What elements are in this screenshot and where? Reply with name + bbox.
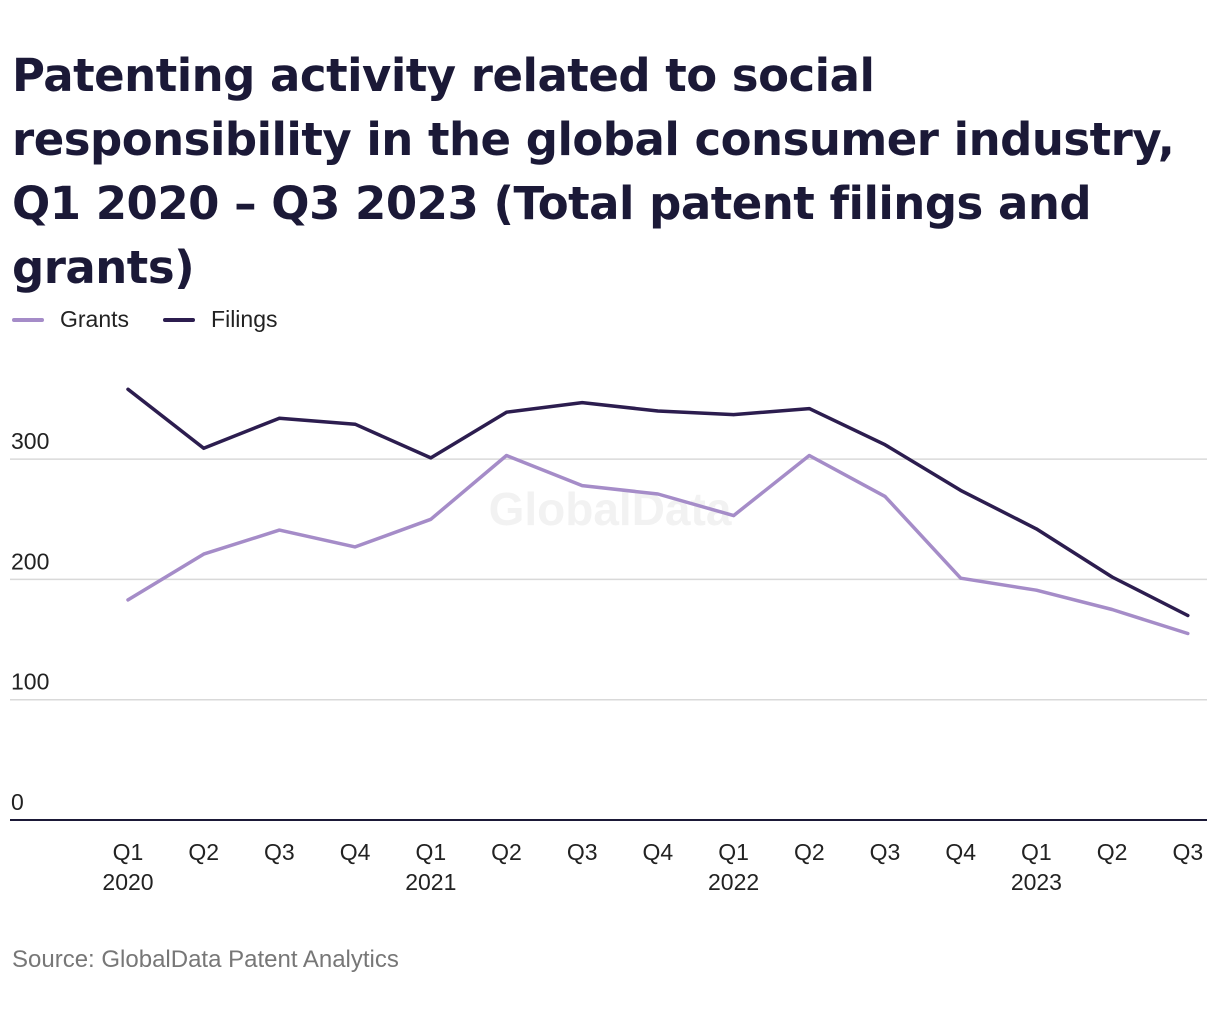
- x-tick-year-4: 2021: [405, 869, 456, 895]
- x-tick-label-11: Q4: [945, 839, 976, 865]
- chart-title: Patenting activity related to social res…: [12, 49, 1175, 294]
- x-tick-label-1: Q2: [188, 839, 219, 865]
- data-point-filings-4: [429, 456, 433, 460]
- x-tick-year-8: 2022: [708, 869, 759, 895]
- x-tick-label-13: Q2: [1097, 839, 1128, 865]
- data-point-grants-11: [959, 576, 963, 580]
- x-tick-label-8: Q1: [718, 839, 749, 865]
- watermark: GlobalData: [489, 483, 732, 535]
- data-point-grants-7: [656, 492, 660, 496]
- x-tick-year-12: 2023: [1011, 869, 1062, 895]
- x-tick-label-14: Q3: [1172, 839, 1203, 865]
- data-point-grants-12: [1034, 588, 1038, 592]
- legend-swatch-filings: [163, 317, 196, 322]
- data-point-grants-1: [202, 552, 206, 556]
- x-tick-label-4: Q1: [415, 839, 446, 865]
- y-tick-label-0: 0: [11, 789, 24, 815]
- data-point-filings-12: [1034, 527, 1038, 531]
- data-point-grants-10: [883, 494, 887, 498]
- data-point-filings-14: [1186, 614, 1190, 617]
- data-point-filings-10: [883, 443, 887, 447]
- y-tick-label-300: 300: [11, 428, 49, 454]
- legend-label-grants: Grants: [60, 306, 130, 332]
- data-point-filings-3: [353, 422, 357, 426]
- legend-item-filings: Filings: [163, 306, 278, 333]
- data-point-filings-0: [126, 387, 130, 391]
- y-tick-label-200: 200: [11, 548, 49, 574]
- data-point-grants-6: [580, 484, 584, 488]
- legend: Grants Filings: [12, 306, 312, 333]
- x-tick-label-9: Q2: [794, 839, 825, 865]
- x-tick-label-7: Q4: [643, 839, 674, 865]
- legend-item-grants: Grants: [12, 306, 129, 333]
- data-point-grants-9: [807, 454, 811, 457]
- x-tick-label-2: Q3: [264, 839, 295, 865]
- data-point-filings-9: [807, 407, 811, 411]
- y-tick-label-100: 100: [11, 669, 49, 695]
- x-tick-label-3: Q4: [340, 839, 371, 865]
- data-point-grants-14: [1186, 632, 1190, 635]
- data-point-filings-8: [732, 413, 736, 417]
- data-point-grants-4: [429, 517, 433, 521]
- data-point-filings-5: [505, 410, 508, 414]
- data-point-filings-7: [656, 409, 660, 413]
- legend-label-filings: Filings: [211, 306, 278, 332]
- legend-swatch-grants: [12, 317, 44, 322]
- data-point-grants-3: [353, 545, 357, 549]
- data-point-filings-11: [959, 488, 963, 492]
- data-point-filings-1: [202, 446, 206, 450]
- data-point-grants-0: [126, 598, 130, 602]
- data-point-grants-2: [277, 528, 281, 532]
- data-point-grants-13: [1110, 608, 1114, 611]
- x-tick-label-5: Q2: [491, 839, 522, 865]
- x-tick-label-6: Q3: [567, 839, 598, 865]
- x-tick-label-0: Q1: [113, 839, 144, 865]
- x-tick-year-0: 2020: [102, 869, 153, 895]
- data-point-filings-13: [1110, 575, 1114, 579]
- x-tick-label-10: Q3: [870, 839, 901, 865]
- data-point-filings-6: [580, 401, 584, 405]
- data-point-filings-2: [277, 416, 281, 420]
- x-tick-label-12: Q1: [1021, 839, 1052, 865]
- source-note: Source: GlobalData Patent Analytics: [12, 946, 399, 973]
- data-point-grants-8: [732, 514, 736, 518]
- data-point-grants-5: [505, 454, 508, 457]
